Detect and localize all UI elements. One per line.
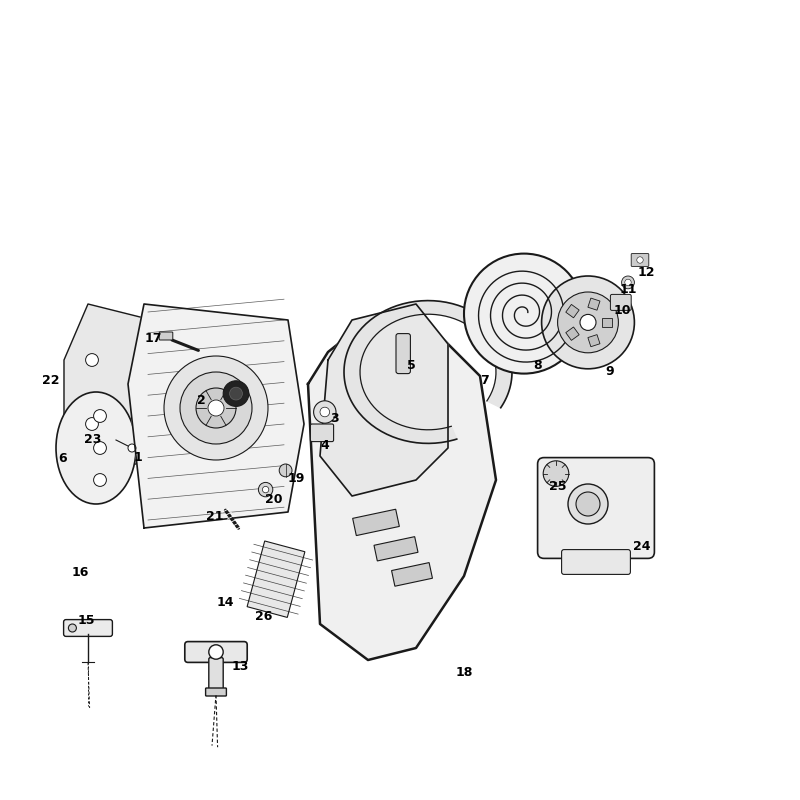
Circle shape	[622, 276, 634, 289]
Polygon shape	[64, 304, 152, 464]
Circle shape	[164, 356, 268, 460]
Circle shape	[464, 254, 584, 374]
Text: 2: 2	[198, 394, 206, 406]
Text: 18: 18	[455, 666, 473, 678]
Text: 10: 10	[614, 304, 631, 317]
Text: 12: 12	[638, 266, 655, 278]
Circle shape	[86, 354, 98, 366]
Polygon shape	[308, 320, 496, 660]
Text: 3: 3	[330, 412, 338, 425]
Text: 25: 25	[549, 480, 566, 493]
FancyBboxPatch shape	[310, 424, 334, 442]
Circle shape	[279, 464, 292, 477]
Circle shape	[568, 484, 608, 524]
Text: 5: 5	[407, 359, 415, 372]
Text: 26: 26	[255, 610, 273, 622]
Circle shape	[320, 407, 330, 417]
Circle shape	[258, 482, 273, 497]
Polygon shape	[391, 562, 433, 586]
FancyBboxPatch shape	[610, 294, 631, 310]
Text: 22: 22	[42, 374, 59, 386]
Circle shape	[208, 400, 224, 416]
Circle shape	[314, 401, 336, 423]
Polygon shape	[588, 334, 600, 346]
Polygon shape	[374, 537, 418, 561]
Polygon shape	[344, 301, 512, 443]
Circle shape	[68, 624, 76, 632]
Circle shape	[580, 314, 596, 330]
FancyBboxPatch shape	[562, 550, 630, 574]
Text: 24: 24	[633, 540, 650, 553]
Text: 9: 9	[606, 365, 614, 378]
Circle shape	[94, 442, 106, 454]
Text: 17: 17	[145, 332, 162, 345]
Text: 1: 1	[134, 451, 142, 464]
FancyBboxPatch shape	[206, 688, 226, 696]
Text: 23: 23	[84, 433, 102, 446]
Circle shape	[543, 461, 569, 486]
Polygon shape	[602, 318, 612, 327]
Circle shape	[542, 276, 634, 369]
Circle shape	[262, 486, 269, 493]
Circle shape	[94, 410, 106, 422]
Circle shape	[209, 645, 223, 659]
Circle shape	[558, 292, 618, 353]
Text: 6: 6	[58, 452, 66, 465]
Circle shape	[576, 492, 600, 516]
Text: 7: 7	[481, 374, 489, 387]
FancyBboxPatch shape	[159, 332, 173, 340]
FancyBboxPatch shape	[185, 642, 247, 662]
Circle shape	[230, 387, 242, 400]
Text: 20: 20	[265, 493, 282, 506]
Polygon shape	[588, 298, 600, 310]
Circle shape	[637, 257, 643, 263]
Text: 11: 11	[620, 283, 638, 296]
Text: 21: 21	[206, 510, 223, 523]
Circle shape	[180, 372, 252, 444]
Circle shape	[223, 381, 249, 406]
Text: 8: 8	[534, 359, 542, 372]
Polygon shape	[566, 305, 579, 318]
Polygon shape	[566, 327, 579, 340]
Text: 4: 4	[321, 439, 329, 452]
FancyBboxPatch shape	[538, 458, 654, 558]
Text: 15: 15	[78, 614, 95, 627]
FancyBboxPatch shape	[209, 658, 223, 693]
Circle shape	[625, 279, 631, 286]
Circle shape	[86, 418, 98, 430]
Circle shape	[196, 388, 236, 428]
Text: 19: 19	[287, 472, 305, 485]
Polygon shape	[353, 510, 399, 535]
FancyBboxPatch shape	[396, 334, 410, 374]
Text: 13: 13	[231, 660, 249, 673]
Circle shape	[94, 474, 106, 486]
Polygon shape	[320, 304, 448, 496]
Circle shape	[128, 444, 136, 452]
Ellipse shape	[56, 392, 136, 504]
Polygon shape	[128, 304, 304, 528]
FancyBboxPatch shape	[64, 619, 112, 637]
Text: 16: 16	[71, 566, 89, 579]
Polygon shape	[247, 541, 305, 618]
Text: 14: 14	[217, 596, 234, 609]
FancyBboxPatch shape	[631, 254, 649, 266]
